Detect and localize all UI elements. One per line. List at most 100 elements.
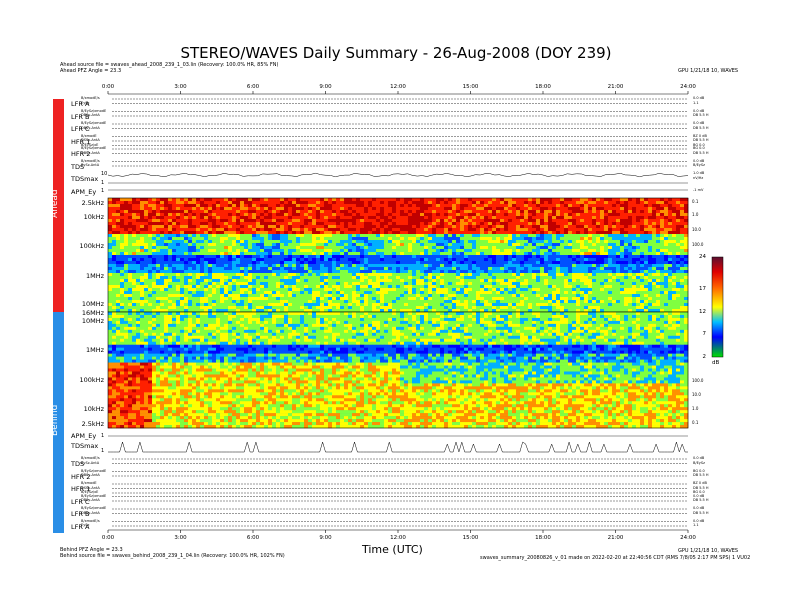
ahead-spectrogram-cell	[112, 258, 117, 262]
ahead-spectrogram-cell	[196, 288, 201, 292]
ahead-spectrogram-cell	[220, 294, 225, 298]
ahead-spectrogram-cell	[236, 279, 241, 283]
ahead-spectrogram-cell	[320, 264, 325, 268]
ahead-spectrogram-cell	[168, 288, 173, 292]
ahead-spectrogram-cell	[560, 276, 565, 280]
ahead-spectrogram-cell	[552, 288, 557, 292]
ahead-spectrogram-cell	[112, 216, 117, 220]
ahead-spectrogram-cell	[656, 243, 661, 247]
ahead-spectrogram-cell	[444, 201, 449, 205]
ahead-spectrogram-cell	[576, 204, 581, 208]
ahead-spectrogram-cell	[616, 198, 621, 202]
ahead-spectrogram-cell	[348, 279, 353, 283]
ahead-spectrogram-cell	[220, 222, 225, 226]
ahead-spectrogram-cell	[536, 258, 541, 262]
ahead-spectrogram-cell	[192, 258, 197, 262]
ahead-spectrogram-cell	[144, 300, 149, 304]
ahead-spectrogram-cell	[612, 243, 617, 247]
ahead-spectrogram-cell	[600, 297, 605, 301]
ahead-spectrogram-cell	[676, 267, 681, 271]
ahead-spectrogram-cell	[444, 261, 449, 265]
ahead-spectrogram-cell	[452, 225, 457, 229]
ahead-spectrogram-cell	[292, 261, 297, 265]
ahead-spectrogram-cell	[252, 204, 257, 208]
ahead-spectrogram-cell	[188, 291, 193, 295]
ahead-spectrogram-cell	[476, 243, 481, 247]
ahead-spectrogram-cell	[524, 297, 529, 301]
ahead-spectrogram-cell	[452, 213, 457, 217]
ahead-spectrogram-cell	[420, 222, 425, 226]
ahead-spectrogram-cell	[180, 207, 185, 211]
ahead-spectrogram-cell	[464, 219, 469, 223]
ahead-spectrogram-cell	[584, 255, 589, 259]
ahead-spectrogram-cell	[612, 216, 617, 220]
ahead-spectrogram-cell	[612, 219, 617, 223]
ahead-spectrogram-cell	[112, 219, 117, 223]
ahead-spectrogram-cell	[396, 279, 401, 283]
ahead-spectrogram-cell	[212, 252, 217, 256]
ahead-spectrogram-cell	[352, 270, 357, 274]
ahead-spectrogram-cell	[412, 228, 417, 232]
ahead-spectrogram-cell	[200, 297, 205, 301]
ahead-spectrogram-cell	[116, 285, 121, 289]
ahead-spectrogram-cell	[272, 237, 277, 241]
ahead-spectrogram-cell	[504, 252, 509, 256]
ahead-spectrogram-cell	[628, 249, 633, 253]
ahead-spectrogram-cell	[356, 252, 361, 256]
ahead-spectrogram-cell	[584, 279, 589, 283]
ahead-spectrogram-cell	[668, 267, 673, 271]
ahead-spectrogram-cell	[280, 258, 285, 262]
ahead-spectrogram-cell	[212, 216, 217, 220]
ahead-spectrogram-cell	[300, 216, 305, 220]
ahead-spectrogram-cell	[632, 240, 637, 244]
ahead-spectrogram-cell	[512, 201, 517, 205]
ahead-spectrogram-cell	[560, 258, 565, 262]
ahead-spectrogram-cell	[584, 285, 589, 289]
ahead-spectrogram-cell	[232, 294, 237, 298]
ahead-spectrogram-cell	[120, 201, 125, 205]
ahead-spectrogram-cell	[140, 231, 145, 235]
ahead-spectrogram-cell	[552, 294, 557, 298]
ahead-spectrogram-cell	[260, 240, 265, 244]
ahead-spectrogram-cell	[532, 243, 537, 247]
ahead-spectrogram-cell	[140, 213, 145, 217]
ahead-spectrogram-cell	[208, 294, 213, 298]
ahead-spectrogram-cell	[144, 294, 149, 298]
ahead-spectrogram-cell	[684, 297, 689, 301]
ahead-spectrogram-cell	[364, 234, 369, 238]
ahead-spectrogram-cell	[120, 261, 125, 265]
ahead-spectrogram-cell	[264, 246, 269, 250]
ahead-spectrogram-cell	[208, 288, 213, 292]
ahead-spectrogram-cell	[320, 279, 325, 283]
ahead-spectrogram-cell	[272, 246, 277, 250]
ahead-spectrogram-cell	[400, 288, 405, 292]
ahead-spectrogram-cell	[528, 252, 533, 256]
ahead-spectrogram-cell	[652, 222, 657, 226]
ahead-spectrogram-cell	[520, 204, 525, 208]
ahead-spectrogram-cell	[172, 279, 177, 283]
ahead-spectrogram-cell	[428, 204, 433, 208]
ahead-spectrogram-cell	[308, 243, 313, 247]
ahead-spectrogram-cell	[136, 291, 141, 295]
ahead-spectrogram-cell	[320, 294, 325, 298]
ahead-spectrogram-cell	[436, 240, 441, 244]
ahead-spectrogram-cell	[476, 285, 481, 289]
ahead-spectrogram-cell	[320, 249, 325, 253]
ahead-spectrogram-cell	[456, 258, 461, 262]
ahead-spectrogram-cell	[584, 291, 589, 295]
ahead-spectrogram-cell	[624, 264, 629, 268]
ahead-spectrogram-cell	[288, 219, 293, 223]
ahead-spectrogram-cell	[200, 210, 205, 214]
ahead-spectrogram-cell	[656, 276, 661, 280]
ahead-spectrogram-cell	[200, 285, 205, 289]
ahead-spectrogram-cell	[132, 285, 137, 289]
ahead-spectrogram-cell	[120, 270, 125, 274]
ahead-spectrogram-cell	[436, 252, 441, 256]
ahead-spectrogram-cell	[364, 201, 369, 205]
ahead-spectrogram-cell	[660, 219, 665, 223]
ahead-spectrogram-cell	[264, 213, 269, 217]
ahead-spectrogram-cell	[480, 279, 485, 283]
ahead-spectrogram-cell	[656, 210, 661, 214]
ahead-spectrogram-cell	[584, 243, 589, 247]
ahead-spectrogram-cell	[384, 276, 389, 280]
